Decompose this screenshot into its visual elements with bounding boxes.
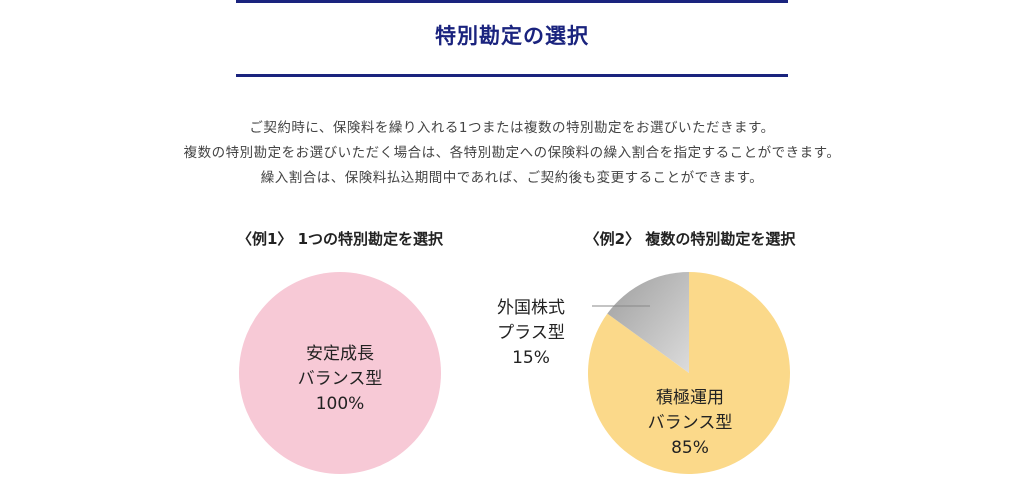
slice-percent: 100%	[315, 394, 365, 414]
slice-name-line2: プラス型	[497, 323, 565, 343]
pie-chart-example-1	[239, 272, 441, 474]
pie-slice	[607, 272, 689, 373]
intro-line-3: 繰入割合は、保険料払込期間中であれば、ご契約後も変更することができます。	[260, 170, 764, 186]
example-2-title: 〈例2〉 複数の特別勘定を選択	[584, 230, 796, 248]
pie-slice	[239, 272, 441, 474]
slice-percent: 85%	[671, 438, 709, 458]
section-title: 特別勘定の選択	[435, 24, 589, 48]
intro-line-1: ご契約時に、保険料を繰り入れる1つまたは複数の特別勘定をお選びいただきます。	[249, 120, 775, 136]
slice-name-line1: 安定成長	[306, 344, 374, 364]
slice-name-line2: バランス型	[297, 369, 383, 389]
slice-name-line2: バランス型	[647, 413, 733, 433]
slice-percent: 15%	[512, 348, 550, 368]
pie-chart-example-2	[588, 272, 790, 474]
slice-name-line1: 外国株式	[497, 298, 565, 318]
heading-top-rule	[236, 0, 788, 3]
example-1-title: 〈例1〉 1つの特別勘定を選択	[236, 230, 444, 248]
intro-line-2: 複数の特別勘定をお選びいただく場合は、各特別勘定への保険料の繰入割合を指定するこ…	[183, 145, 841, 161]
heading-bottom-rule	[236, 74, 788, 77]
slice-name-line1: 積極運用	[656, 388, 724, 408]
slice-label-stable-growth: 安定成長 バランス型 100%	[260, 342, 420, 417]
slice-label-foreign-equity: 外国株式 プラス型 15%	[486, 296, 576, 371]
slice-label-aggressive: 積極運用 バランス型 85%	[610, 386, 770, 461]
intro-text: ご契約時に、保険料を繰り入れる1つまたは複数の特別勘定をお選びいただきます。 複…	[0, 116, 1024, 191]
